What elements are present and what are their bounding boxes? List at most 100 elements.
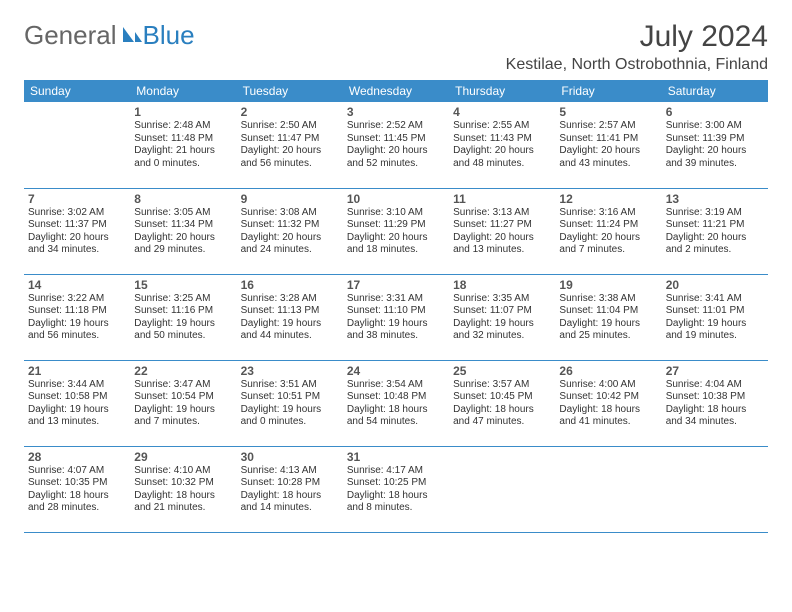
calendar-week-row: 1Sunrise: 2:48 AMSunset: 11:48 PMDayligh… [24, 102, 768, 188]
brand-part1: General [24, 20, 117, 51]
calendar-cell: 17Sunrise: 3:31 AMSunset: 11:10 PMDaylig… [343, 274, 449, 360]
day-number: 10 [347, 192, 445, 206]
day-entry: Sunrise: 3:31 AMSunset: 11:10 PMDaylight… [347, 293, 445, 343]
day-entry: Sunrise: 4:07 AMSunset: 10:35 PMDaylight… [28, 465, 126, 515]
dow-thursday: Thursday [449, 80, 555, 102]
calendar-cell: 8Sunrise: 3:05 AMSunset: 11:34 PMDayligh… [130, 188, 236, 274]
brand-logo: General Blue [24, 20, 195, 51]
calendar-cell: 22Sunrise: 3:47 AMSunset: 10:54 PMDaylig… [130, 360, 236, 446]
day-entry: Sunrise: 3:28 AMSunset: 11:13 PMDaylight… [241, 293, 339, 343]
calendar-cell [555, 446, 661, 532]
calendar-cell: 14Sunrise: 3:22 AMSunset: 11:18 PMDaylig… [24, 274, 130, 360]
day-number: 13 [666, 192, 764, 206]
day-entry: Sunrise: 3:25 AMSunset: 11:16 PMDaylight… [134, 293, 232, 343]
calendar-cell [662, 446, 768, 532]
calendar-cell: 1Sunrise: 2:48 AMSunset: 11:48 PMDayligh… [130, 102, 236, 188]
day-number: 7 [28, 192, 126, 206]
day-number: 26 [559, 364, 657, 378]
day-entry: Sunrise: 3:41 AMSunset: 11:01 PMDaylight… [666, 293, 764, 343]
calendar-week-row: 14Sunrise: 3:22 AMSunset: 11:18 PMDaylig… [24, 274, 768, 360]
calendar-cell: 28Sunrise: 4:07 AMSunset: 10:35 PMDaylig… [24, 446, 130, 532]
day-entry: Sunrise: 2:55 AMSunset: 11:43 PMDaylight… [453, 120, 551, 170]
day-entry: Sunrise: 3:38 AMSunset: 11:04 PMDaylight… [559, 293, 657, 343]
day-entry: Sunrise: 3:02 AMSunset: 11:37 PMDaylight… [28, 207, 126, 257]
calendar-cell: 21Sunrise: 3:44 AMSunset: 10:58 PMDaylig… [24, 360, 130, 446]
day-number: 8 [134, 192, 232, 206]
day-entry: Sunrise: 2:50 AMSunset: 11:47 PMDaylight… [241, 120, 339, 170]
dow-sunday: Sunday [24, 80, 130, 102]
day-number: 18 [453, 278, 551, 292]
day-entry: Sunrise: 3:44 AMSunset: 10:58 PMDaylight… [28, 379, 126, 429]
day-entry: Sunrise: 2:52 AMSunset: 11:45 PMDaylight… [347, 120, 445, 170]
calendar-cell: 27Sunrise: 4:04 AMSunset: 10:38 PMDaylig… [662, 360, 768, 446]
day-number: 17 [347, 278, 445, 292]
day-entry: Sunrise: 4:13 AMSunset: 10:28 PMDaylight… [241, 465, 339, 515]
day-number: 28 [28, 450, 126, 464]
day-entry: Sunrise: 3:10 AMSunset: 11:29 PMDaylight… [347, 207, 445, 257]
calendar-cell: 16Sunrise: 3:28 AMSunset: 11:13 PMDaylig… [237, 274, 343, 360]
day-entry: Sunrise: 3:54 AMSunset: 10:48 PMDaylight… [347, 379, 445, 429]
dow-saturday: Saturday [662, 80, 768, 102]
day-number: 21 [28, 364, 126, 378]
calendar-cell: 9Sunrise: 3:08 AMSunset: 11:32 PMDayligh… [237, 188, 343, 274]
day-number: 2 [241, 105, 339, 119]
calendar-body: 1Sunrise: 2:48 AMSunset: 11:48 PMDayligh… [24, 102, 768, 532]
calendar-cell: 11Sunrise: 3:13 AMSunset: 11:27 PMDaylig… [449, 188, 555, 274]
day-number: 16 [241, 278, 339, 292]
day-entry: Sunrise: 3:16 AMSunset: 11:24 PMDaylight… [559, 207, 657, 257]
month-title: July 2024 [506, 20, 768, 54]
day-entry: Sunrise: 3:47 AMSunset: 10:54 PMDaylight… [134, 379, 232, 429]
day-number: 14 [28, 278, 126, 292]
day-number: 3 [347, 105, 445, 119]
day-of-week-row: Sunday Monday Tuesday Wednesday Thursday… [24, 80, 768, 102]
day-entry: Sunrise: 3:35 AMSunset: 11:07 PMDaylight… [453, 293, 551, 343]
title-block: July 2024 Kestilae, North Ostrobothnia, … [506, 20, 768, 74]
day-entry: Sunrise: 4:04 AMSunset: 10:38 PMDaylight… [666, 379, 764, 429]
calendar-cell: 12Sunrise: 3:16 AMSunset: 11:24 PMDaylig… [555, 188, 661, 274]
day-entry: Sunrise: 4:00 AMSunset: 10:42 PMDaylight… [559, 379, 657, 429]
dow-monday: Monday [130, 80, 236, 102]
calendar-cell: 24Sunrise: 3:54 AMSunset: 10:48 PMDaylig… [343, 360, 449, 446]
day-entry: Sunrise: 2:57 AMSunset: 11:41 PMDaylight… [559, 120, 657, 170]
day-entry: Sunrise: 3:08 AMSunset: 11:32 PMDaylight… [241, 207, 339, 257]
brand-part2: Blue [143, 20, 195, 51]
day-entry: Sunrise: 3:22 AMSunset: 11:18 PMDaylight… [28, 293, 126, 343]
sail-icon [121, 20, 143, 51]
calendar-cell [24, 102, 130, 188]
day-number: 27 [666, 364, 764, 378]
calendar-cell: 31Sunrise: 4:17 AMSunset: 10:25 PMDaylig… [343, 446, 449, 532]
header: General Blue July 2024 Kestilae, North O… [24, 20, 768, 74]
calendar-cell: 30Sunrise: 4:13 AMSunset: 10:28 PMDaylig… [237, 446, 343, 532]
dow-wednesday: Wednesday [343, 80, 449, 102]
day-entry: Sunrise: 3:05 AMSunset: 11:34 PMDaylight… [134, 207, 232, 257]
day-entry: Sunrise: 2:48 AMSunset: 11:48 PMDaylight… [134, 120, 232, 170]
calendar-cell: 13Sunrise: 3:19 AMSunset: 11:21 PMDaylig… [662, 188, 768, 274]
calendar-cell: 20Sunrise: 3:41 AMSunset: 11:01 PMDaylig… [662, 274, 768, 360]
day-number: 23 [241, 364, 339, 378]
calendar-cell: 25Sunrise: 3:57 AMSunset: 10:45 PMDaylig… [449, 360, 555, 446]
day-number: 5 [559, 105, 657, 119]
calendar-week-row: 21Sunrise: 3:44 AMSunset: 10:58 PMDaylig… [24, 360, 768, 446]
calendar-cell: 3Sunrise: 2:52 AMSunset: 11:45 PMDayligh… [343, 102, 449, 188]
calendar-week-row: 7Sunrise: 3:02 AMSunset: 11:37 PMDayligh… [24, 188, 768, 274]
day-entry: Sunrise: 3:19 AMSunset: 11:21 PMDaylight… [666, 207, 764, 257]
calendar-week-row: 28Sunrise: 4:07 AMSunset: 10:35 PMDaylig… [24, 446, 768, 532]
day-number: 12 [559, 192, 657, 206]
day-entry: Sunrise: 4:10 AMSunset: 10:32 PMDaylight… [134, 465, 232, 515]
dow-tuesday: Tuesday [237, 80, 343, 102]
day-number: 25 [453, 364, 551, 378]
calendar-cell: 15Sunrise: 3:25 AMSunset: 11:16 PMDaylig… [130, 274, 236, 360]
day-number: 20 [666, 278, 764, 292]
calendar-cell: 29Sunrise: 4:10 AMSunset: 10:32 PMDaylig… [130, 446, 236, 532]
calendar-cell: 26Sunrise: 4:00 AMSunset: 10:42 PMDaylig… [555, 360, 661, 446]
day-entry: Sunrise: 3:00 AMSunset: 11:39 PMDaylight… [666, 120, 764, 170]
day-number: 11 [453, 192, 551, 206]
day-number: 4 [453, 105, 551, 119]
calendar-cell: 6Sunrise: 3:00 AMSunset: 11:39 PMDayligh… [662, 102, 768, 188]
calendar-cell [449, 446, 555, 532]
day-number: 29 [134, 450, 232, 464]
day-number: 22 [134, 364, 232, 378]
day-number: 24 [347, 364, 445, 378]
calendar-cell: 2Sunrise: 2:50 AMSunset: 11:47 PMDayligh… [237, 102, 343, 188]
calendar-cell: 10Sunrise: 3:10 AMSunset: 11:29 PMDaylig… [343, 188, 449, 274]
